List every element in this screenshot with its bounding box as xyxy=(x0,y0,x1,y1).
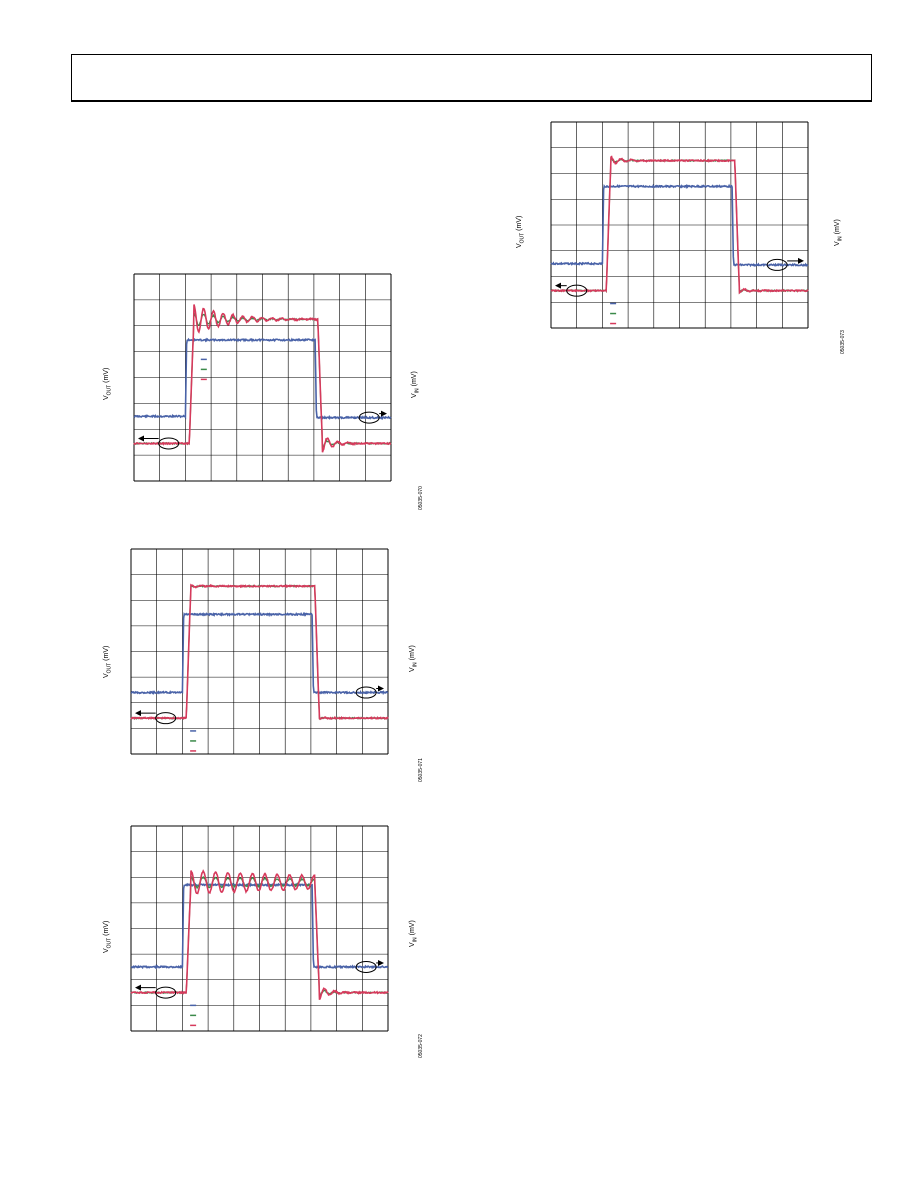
grid xyxy=(130,548,389,755)
vin-marker-ellipse xyxy=(355,960,377,973)
vout-marker-ellipse xyxy=(155,712,177,725)
y-axis-label-vin: VIN (mV) xyxy=(409,645,419,672)
vin-marker-ellipse xyxy=(766,258,788,271)
vout-arrowhead xyxy=(135,710,141,717)
grid xyxy=(550,121,809,329)
grid xyxy=(133,273,392,482)
scope-plot-svg xyxy=(130,825,389,1032)
vout-arrowhead xyxy=(555,282,561,289)
vin-arrowhead xyxy=(378,685,384,692)
figure-id: 05035-072 xyxy=(418,1034,424,1058)
vin-arrowhead xyxy=(798,257,804,264)
vout-trace-red xyxy=(133,304,392,453)
figure-id: 05035-070 xyxy=(418,486,424,510)
y-axis-label-vin: VIN (mV) xyxy=(834,219,844,246)
scope-plot-1 xyxy=(133,273,392,482)
vout-marker-ellipse xyxy=(158,437,180,450)
scope-plot-svg xyxy=(550,121,809,329)
scope-plot-4 xyxy=(550,121,809,329)
vout-arrowhead xyxy=(138,435,144,442)
grid xyxy=(130,825,389,1032)
vout-trace-red xyxy=(130,583,389,721)
vout-trace-red xyxy=(130,869,389,1001)
vin-arrowhead xyxy=(378,959,384,966)
vout-marker-ellipse xyxy=(566,284,588,297)
vin-trace xyxy=(133,337,392,421)
y-axis-label-vout: VOUT (mV) xyxy=(103,367,113,400)
vin-trace xyxy=(130,611,389,696)
y-axis-label-vin: VIN (mV) xyxy=(411,371,421,398)
vin-trace xyxy=(550,183,809,268)
scope-plot-2 xyxy=(130,548,389,755)
vout-marker-ellipse xyxy=(155,986,177,999)
y-axis-label-vout: VOUT (mV) xyxy=(516,215,526,248)
scope-plot-svg xyxy=(133,273,392,482)
figure-id: 05035-073 xyxy=(840,330,846,354)
vin-marker-ellipse xyxy=(358,411,380,424)
vout-arrowhead xyxy=(135,984,141,991)
vout-trace-red xyxy=(550,155,809,295)
y-axis-label-vin: VIN (mV) xyxy=(409,920,419,947)
y-axis-label-vout: VOUT (mV) xyxy=(103,920,113,953)
page-header-box xyxy=(71,54,872,102)
y-axis-label-vout: VOUT (mV) xyxy=(103,645,113,678)
vin-arrowhead xyxy=(381,410,387,417)
figure-id: 05035-071 xyxy=(418,758,424,782)
scope-plot-svg xyxy=(130,548,389,755)
vin-marker-ellipse xyxy=(355,686,377,699)
scope-plot-3 xyxy=(130,825,389,1032)
